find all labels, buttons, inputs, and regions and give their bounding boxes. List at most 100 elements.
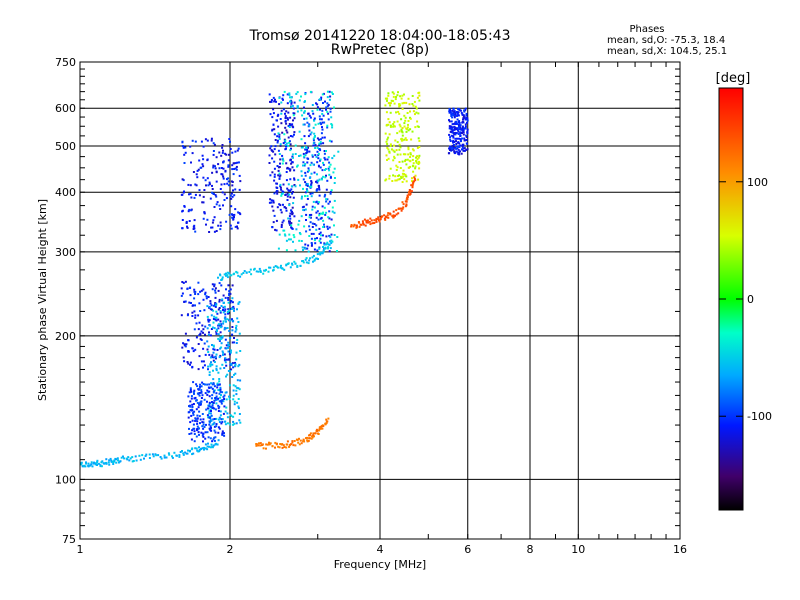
data-point	[231, 195, 234, 198]
data-point	[81, 465, 84, 468]
data-point	[306, 183, 309, 186]
data-point	[223, 273, 226, 276]
data-point	[230, 205, 233, 208]
data-point	[276, 442, 278, 445]
data-point	[257, 270, 260, 273]
data-point	[213, 399, 216, 402]
data-point	[289, 266, 292, 269]
data-point	[205, 295, 208, 298]
data-point	[406, 194, 409, 197]
data-point	[217, 439, 220, 442]
data-point	[313, 223, 316, 225]
data-point	[279, 266, 282, 269]
data-point	[188, 405, 190, 408]
data-point	[213, 429, 216, 432]
data-point	[366, 219, 369, 222]
data-point	[304, 191, 307, 194]
data-point	[187, 183, 190, 186]
data-point	[466, 121, 468, 124]
data-point	[117, 459, 119, 462]
data-point	[204, 431, 207, 434]
data-point	[330, 140, 333, 143]
data-point	[202, 427, 205, 430]
data-point	[215, 171, 218, 174]
data-point	[204, 138, 207, 141]
data-point	[450, 131, 453, 133]
data-point	[305, 182, 308, 185]
data-point	[274, 265, 277, 268]
data-point	[409, 190, 412, 193]
data-point	[309, 433, 311, 436]
data-point	[284, 119, 287, 122]
data-point	[401, 107, 404, 110]
data-point	[466, 131, 469, 134]
data-point	[159, 456, 162, 458]
data-point	[212, 378, 215, 381]
data-point	[222, 322, 225, 325]
data-point	[286, 131, 289, 134]
data-point	[285, 145, 288, 148]
data-point	[387, 118, 390, 121]
data-point	[282, 159, 285, 162]
data-point	[217, 397, 220, 400]
data-point	[230, 213, 233, 216]
data-point	[312, 434, 315, 437]
data-point	[203, 364, 206, 367]
data-point	[411, 186, 414, 189]
data-point	[212, 309, 215, 312]
data-point	[331, 124, 334, 127]
data-point	[139, 458, 142, 461]
data-point	[457, 111, 460, 114]
data-point	[213, 206, 216, 208]
data-point	[288, 140, 291, 143]
data-point	[200, 391, 203, 394]
data-point	[394, 139, 397, 142]
data-point	[388, 174, 391, 177]
data-point	[398, 112, 401, 115]
data-point	[207, 296, 210, 298]
data-point	[308, 124, 311, 127]
data-point	[193, 196, 196, 199]
data-point	[213, 421, 216, 424]
data-point	[82, 465, 85, 468]
data-point	[296, 105, 299, 108]
data-point	[306, 190, 309, 193]
data-point	[282, 444, 285, 447]
data-point	[192, 413, 195, 416]
data-point	[326, 90, 329, 93]
data-point	[188, 220, 191, 222]
data-point	[289, 149, 292, 152]
data-point	[452, 136, 455, 139]
data-point	[410, 138, 413, 141]
data-point	[312, 254, 315, 257]
data-point	[456, 112, 459, 115]
data-point	[218, 427, 221, 430]
data-point	[302, 249, 304, 251]
data-point	[292, 234, 295, 236]
data-point	[304, 154, 307, 157]
data-point	[453, 116, 456, 119]
data-point	[198, 448, 201, 451]
data-point	[289, 178, 292, 181]
data-point	[291, 213, 294, 216]
data-point	[275, 119, 278, 122]
data-point	[416, 120, 419, 123]
data-point	[414, 174, 417, 177]
data-point	[238, 419, 241, 422]
data-point	[230, 192, 233, 195]
data-point	[215, 328, 218, 331]
data-point	[255, 444, 258, 447]
data-point	[416, 158, 419, 161]
data-point	[387, 136, 390, 139]
data-point	[449, 138, 452, 141]
data-point	[157, 454, 160, 457]
data-point	[458, 142, 461, 145]
data-point	[239, 379, 242, 382]
data-point	[317, 201, 320, 204]
data-point	[308, 169, 310, 172]
data-point	[202, 440, 204, 443]
data-point	[271, 157, 274, 160]
data-point	[226, 182, 229, 185]
data-point	[309, 164, 312, 167]
data-point	[321, 205, 324, 208]
